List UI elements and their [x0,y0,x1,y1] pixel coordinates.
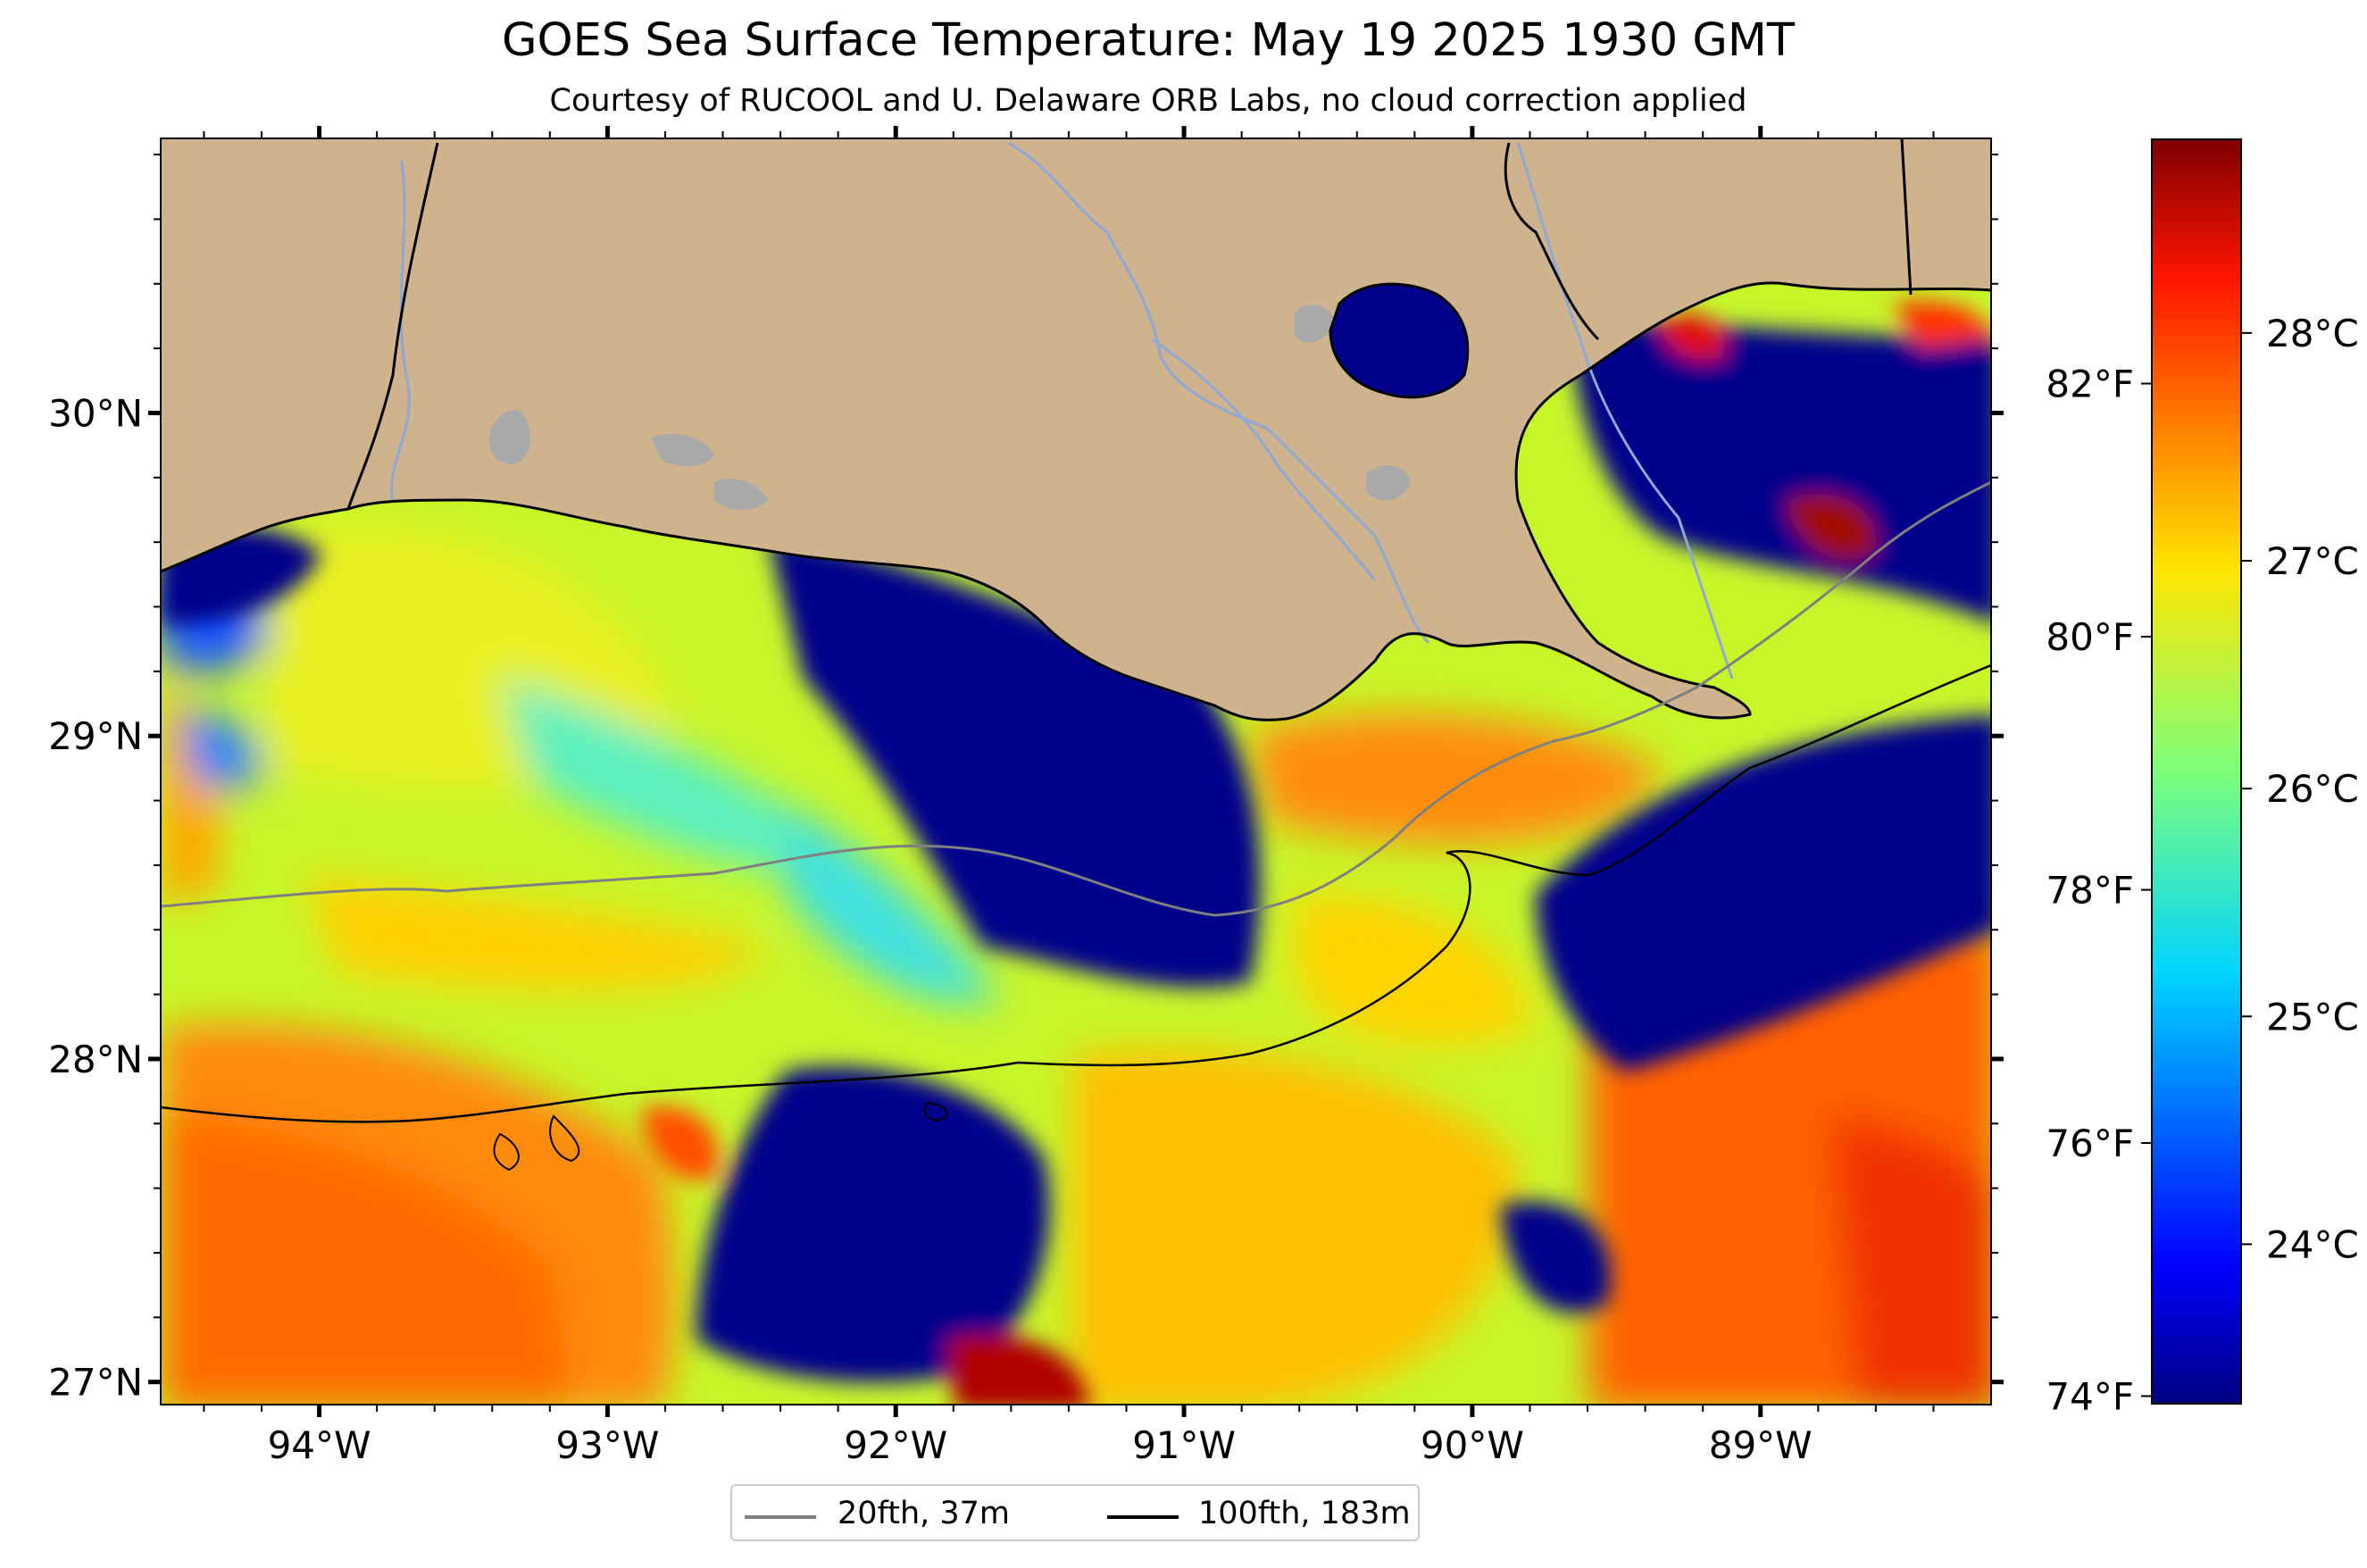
chart-subtitle: Courtesy of RUCOOL and U. Delaware ORB L… [549,83,1747,119]
legend-label-100fth: 100fth, 183m [1198,1496,1411,1531]
lon-tick-label: 94°W [268,1423,371,1467]
colorbar-f-label: 80°F [2046,615,2134,659]
colorbar-celsius-ticks: 24°C 25°C 26°C 27°C 28°C [2241,312,2359,1266]
colorbar-c-label: 26°C [2266,767,2359,811]
colorbar-c-label: 28°C [2266,312,2359,355]
lon-tick-label: 89°W [1709,1423,1813,1467]
colorbar-f-label: 78°F [2046,869,2134,913]
lon-tick-label: 93°W [555,1423,659,1467]
legend-line-100fth [1107,1515,1179,1519]
isobath-20fth [161,480,1991,917]
lat-tick-label: 27°N [48,1361,143,1405]
colorbar-gradient [2151,138,2242,1405]
legend-line-20fth [745,1515,816,1519]
colorbar-c-label: 27°C [2266,539,2359,583]
lat-tick-label: 28°N [48,1038,143,1081]
land [161,138,1991,721]
legend: 20fth, 37m 100fth, 183m [730,1484,1420,1541]
chart-title: GOES Sea Surface Temperature: May 19 202… [501,14,1796,67]
legend-label-20fth: 20fth, 37m [838,1496,1011,1531]
colorbar-fahrenheit-ticks: 74°F 76°F 78°F 80°F 82°F [2046,363,2152,1418]
lat-tick-label: 29°N [48,714,143,758]
lat-tick-label: 30°N [48,391,143,435]
colorbar-c-label: 25°C [2266,995,2359,1038]
latitude-axis: 27°N 28°N 29°N 30°N [48,154,2004,1405]
isobaths [161,480,1991,1172]
longitude-axis: 94°W 93°W 92°W 91°W 90°W 89°W [203,126,1935,1467]
colorbar-f-label: 82°F [2046,363,2134,406]
colorbar: 24°C 25°C 26°C 27°C 28°C 74°F 76°F 78°F 80°F 82°… [2046,138,2359,1418]
map-frame [160,138,1992,1405]
lon-tick-label: 90°W [1421,1423,1524,1467]
lon-tick-label: 92°W [844,1423,947,1467]
isobath-100fth [161,663,1991,1123]
lon-tick-label: 91°W [1132,1423,1236,1467]
colorbar-f-label: 76°F [2046,1122,2134,1165]
colorbar-f-label: 74°F [2046,1374,2134,1418]
colorbar-c-label: 24°C [2266,1222,2359,1266]
